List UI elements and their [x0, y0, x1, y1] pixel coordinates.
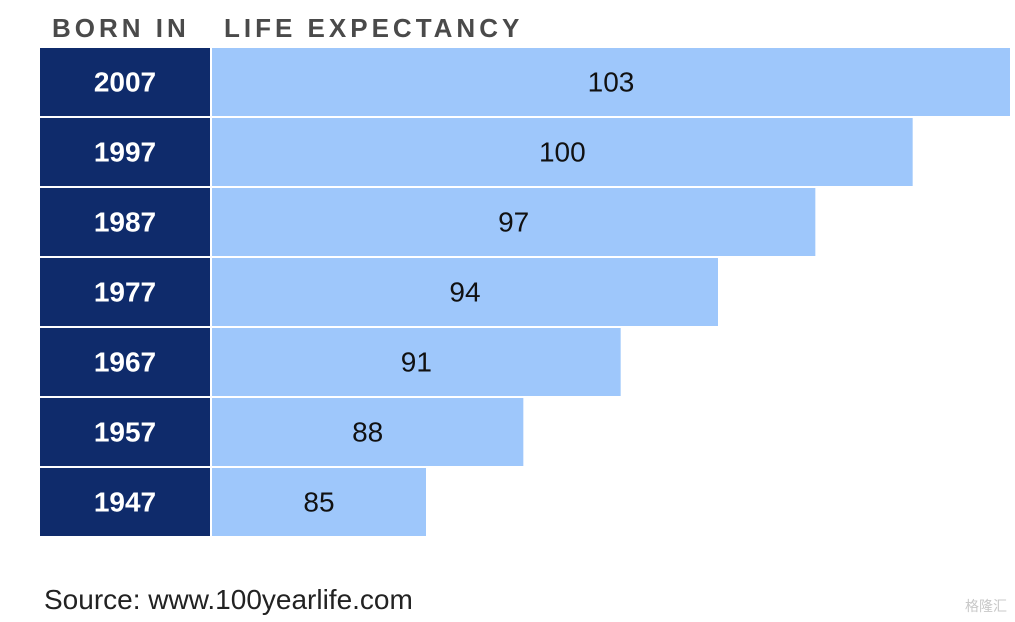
value-label-1987: 97 — [498, 207, 529, 238]
year-label-2007: 2007 — [94, 67, 156, 98]
bar-1977 — [212, 258, 718, 326]
year-cell-1957 — [40, 398, 210, 466]
year-cell-1947 — [40, 468, 210, 536]
year-label-1957: 1957 — [94, 417, 156, 448]
value-label-1967: 91 — [401, 347, 432, 378]
year-label-1967: 1967 — [94, 347, 156, 378]
value-label-1977: 94 — [449, 277, 480, 308]
year-label-1947: 1947 — [94, 487, 156, 518]
bar-1957 — [212, 398, 524, 466]
value-label-1997: 100 — [539, 137, 586, 168]
value-label-1947: 85 — [303, 487, 334, 518]
bar-1997 — [212, 118, 913, 186]
year-cell-1967 — [40, 328, 210, 396]
life-expectancy-header: LIFE EXPECTANCY — [224, 13, 524, 43]
source-caption: Source: www.100yearlife.com — [44, 584, 413, 615]
value-label-2007: 103 — [588, 67, 635, 98]
bar-1967 — [212, 328, 621, 396]
year-label-1997: 1997 — [94, 137, 156, 168]
year-label-1977: 1977 — [94, 277, 156, 308]
watermark-logo: 格隆汇 — [965, 598, 1007, 614]
bar-2007 — [212, 48, 1010, 116]
bar-1947 — [212, 468, 426, 536]
year-cell-1987 — [40, 188, 210, 256]
year-label-1987: 1987 — [94, 207, 156, 238]
year-cell-1997 — [40, 118, 210, 186]
year-cell-1977 — [40, 258, 210, 326]
value-label-1957: 88 — [352, 417, 383, 448]
born-in-header: BORN IN — [52, 13, 190, 43]
year-cell-2007 — [40, 48, 210, 116]
bar-1987 — [212, 188, 816, 256]
